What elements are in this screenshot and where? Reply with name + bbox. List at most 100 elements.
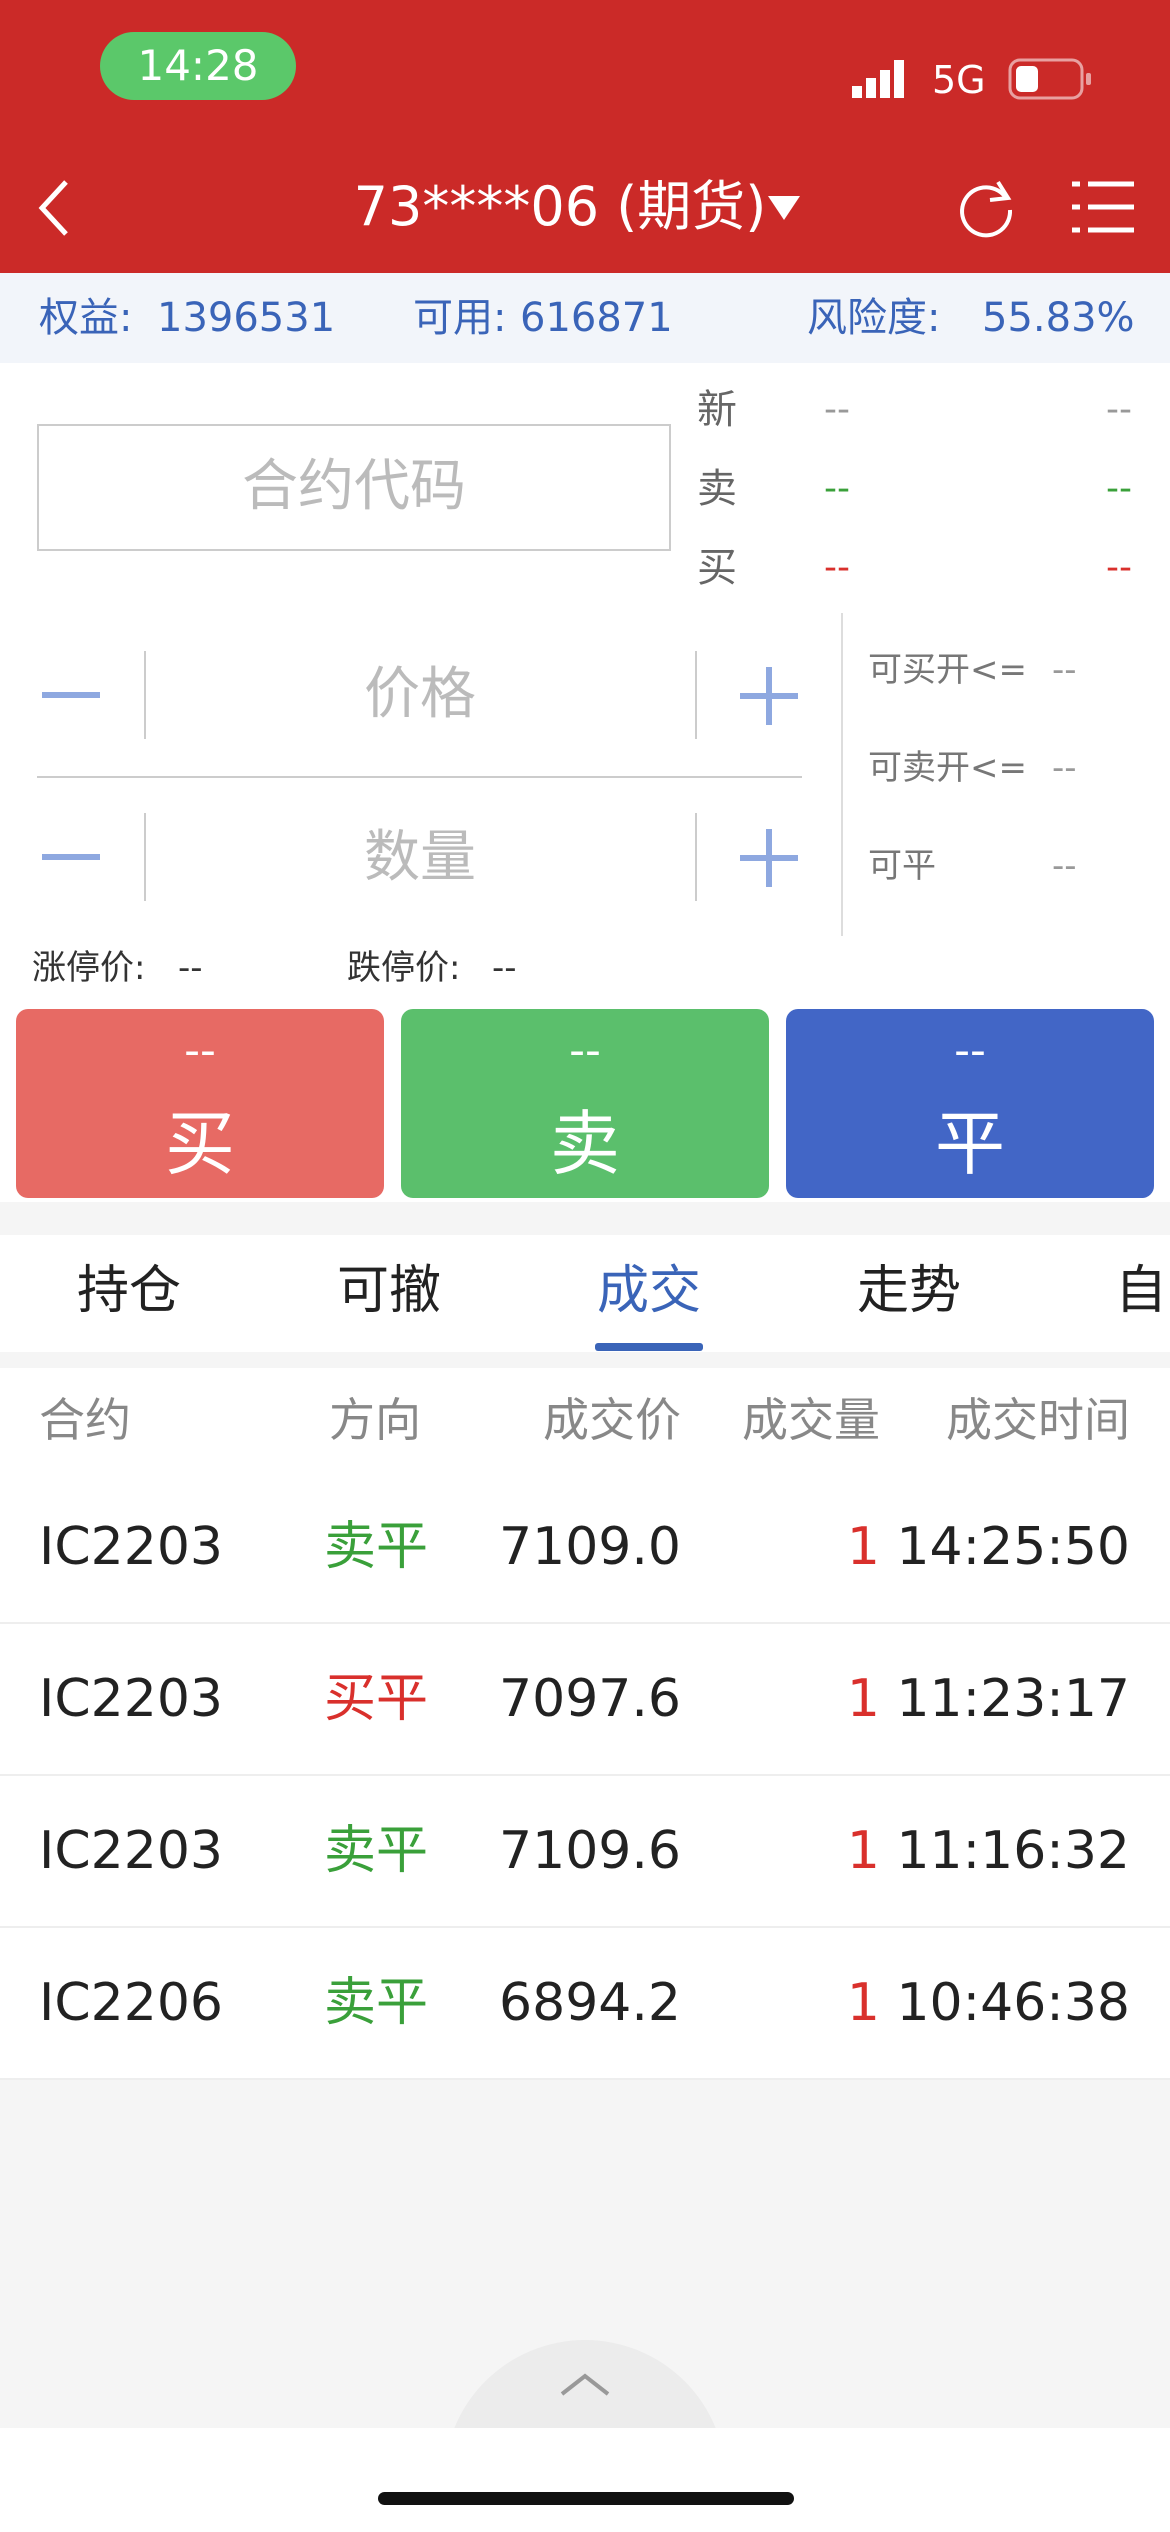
quote-label: 买 xyxy=(697,545,737,591)
account-title[interactable]: 73****06 (期货) xyxy=(353,175,767,238)
account-value: 616871 xyxy=(520,295,673,341)
quote-ask: -- xyxy=(1106,389,1132,430)
quote-label: 卖 xyxy=(697,466,737,512)
direction: 卖平 xyxy=(324,1821,429,1881)
quantity-input[interactable]: 数量 xyxy=(364,825,476,890)
menu-button[interactable] xyxy=(1072,178,1136,236)
trade-row[interactable]: IC2206 卖平 6894.2 1 10:46:38 xyxy=(0,1928,1170,2080)
time: 11:16:32 xyxy=(896,1821,1130,1881)
column-header: 方向 xyxy=(329,1393,421,1447)
direction: 卖平 xyxy=(324,1517,429,1577)
trade-row[interactable]: IC2203 卖平 7109.6 1 11:16:32 xyxy=(0,1776,1170,1928)
dropdown-arrow[interactable] xyxy=(766,194,802,222)
button-label[interactable]: 买 xyxy=(165,1103,235,1185)
time: 10:46:38 xyxy=(896,1973,1130,2033)
column-header: 合约 xyxy=(39,1393,131,1447)
button-label[interactable]: 卖 xyxy=(550,1103,620,1185)
contract: IC2203 xyxy=(39,1669,223,1729)
contract-placeholder[interactable]: 合约代码 xyxy=(242,454,466,519)
volume: 1 xyxy=(846,1973,880,2033)
contract: IC2203 xyxy=(39,1821,223,1881)
quote-ask: -- xyxy=(1106,547,1132,588)
quote-bid: -- xyxy=(824,468,850,509)
limit-price-label: 涨停价: xyxy=(32,948,146,988)
contract: IC2206 xyxy=(39,1973,223,2033)
trade-row[interactable]: IC2203 卖平 7109.0 1 14:25:50 xyxy=(0,1472,1170,1624)
contract: IC2203 xyxy=(39,1517,223,1577)
account-label: 可用: xyxy=(413,295,507,341)
limit-value: -- xyxy=(1052,650,1077,690)
price: 7097.6 xyxy=(499,1669,681,1729)
limit-price-label: 跌停价: xyxy=(347,948,461,988)
time: 14:25:50 xyxy=(896,1517,1130,1577)
tab-bar: 持仓 可撤 成交 走势 自 xyxy=(0,1235,1170,1352)
divider xyxy=(144,813,146,901)
price-input[interactable]: 价格 xyxy=(364,662,476,727)
quote-bid: -- xyxy=(824,389,850,430)
account-bar: 权益: 1396531 可用: 616871 风险度: 55.83% xyxy=(0,273,1170,364)
bottom-bar xyxy=(0,2428,1170,2532)
divider xyxy=(695,651,697,739)
home-indicator xyxy=(378,2492,794,2505)
trade-button[interactable]: -- 买 xyxy=(16,1009,384,1198)
button-price[interactable]: -- xyxy=(954,1025,986,1076)
quantity-plus[interactable] xyxy=(738,827,800,889)
limit-label: 可卖开<= xyxy=(868,748,1027,788)
price: 6894.2 xyxy=(499,1973,681,2033)
price: 7109.0 xyxy=(499,1517,681,1577)
time-pill xyxy=(100,32,296,100)
trade-button[interactable]: -- 平 xyxy=(786,1009,1154,1198)
trade-button[interactable]: -- 卖 xyxy=(401,1009,769,1198)
signal-icon xyxy=(852,60,904,98)
divider xyxy=(144,651,146,739)
trade-table: IC2203 卖平 7109.0 1 14:25:50 IC2203 买平 7097.6 1 11… xyxy=(0,1472,1170,2080)
battery-icon xyxy=(1008,58,1091,100)
column-header: 成交价 xyxy=(543,1393,681,1447)
action-panel: 涨停价: -- 跌停价: -- -- 买 -- 卖 -- 平 xyxy=(0,936,1170,1202)
price-plus[interactable] xyxy=(738,665,800,727)
volume: 1 xyxy=(846,1669,880,1729)
table-header: 合约 方向 成交价 成交量 成交时间 xyxy=(0,1368,1170,1474)
time: 11:23:17 xyxy=(896,1669,1130,1729)
quote-bid: -- xyxy=(824,547,850,588)
account-value: 55.83% xyxy=(982,295,1135,341)
tab[interactable]: 可撤 xyxy=(336,1261,442,1321)
order-panel: 价格 数量 可买开<= -- 可卖开<= -- 可平 -- xyxy=(0,613,1170,938)
tab[interactable]: 走势 xyxy=(856,1261,962,1321)
tab[interactable]: 自 xyxy=(1114,1261,1168,1321)
button-price[interactable]: -- xyxy=(184,1025,216,1076)
account-label: 风险度: xyxy=(807,295,941,341)
chevron-up[interactable] xyxy=(560,2372,610,2398)
direction: 卖平 xyxy=(324,1973,429,2033)
trade-row[interactable]: IC2203 买平 7097.6 1 11:23:17 xyxy=(0,1624,1170,1776)
refresh-button[interactable] xyxy=(954,176,1018,240)
column-header: 成交量 xyxy=(742,1393,880,1447)
tab[interactable]: 成交 xyxy=(596,1261,702,1321)
account-label: 权益: xyxy=(39,295,133,341)
quote-ask: -- xyxy=(1106,468,1132,509)
header: 14:28 5G 73****06 (期货) xyxy=(0,0,1170,273)
button-price[interactable]: -- xyxy=(569,1025,601,1076)
divider xyxy=(841,613,843,936)
network: 5G xyxy=(932,58,986,102)
price: 7109.6 xyxy=(499,1821,681,1881)
tab[interactable]: 持仓 xyxy=(76,1261,182,1321)
column-header: 成交时间 xyxy=(946,1393,1130,1447)
volume: 1 xyxy=(846,1821,880,1881)
tab-underline xyxy=(595,1343,703,1351)
price-minus[interactable] xyxy=(40,673,102,717)
button-label[interactable]: 平 xyxy=(935,1103,1005,1185)
limit-price-value: -- xyxy=(492,948,517,988)
limit-value: -- xyxy=(1052,846,1077,886)
limit-label: 可平 xyxy=(868,846,936,886)
back-button[interactable] xyxy=(36,178,76,238)
limit-value: -- xyxy=(1052,748,1077,788)
status-time: 14:28 xyxy=(137,41,259,90)
limit-price-value: -- xyxy=(178,948,203,988)
quantity-minus[interactable] xyxy=(40,835,102,879)
quote-label: 新 xyxy=(697,387,737,433)
contract-input[interactable] xyxy=(37,424,671,551)
volume: 1 xyxy=(846,1517,880,1577)
divider xyxy=(695,813,697,901)
